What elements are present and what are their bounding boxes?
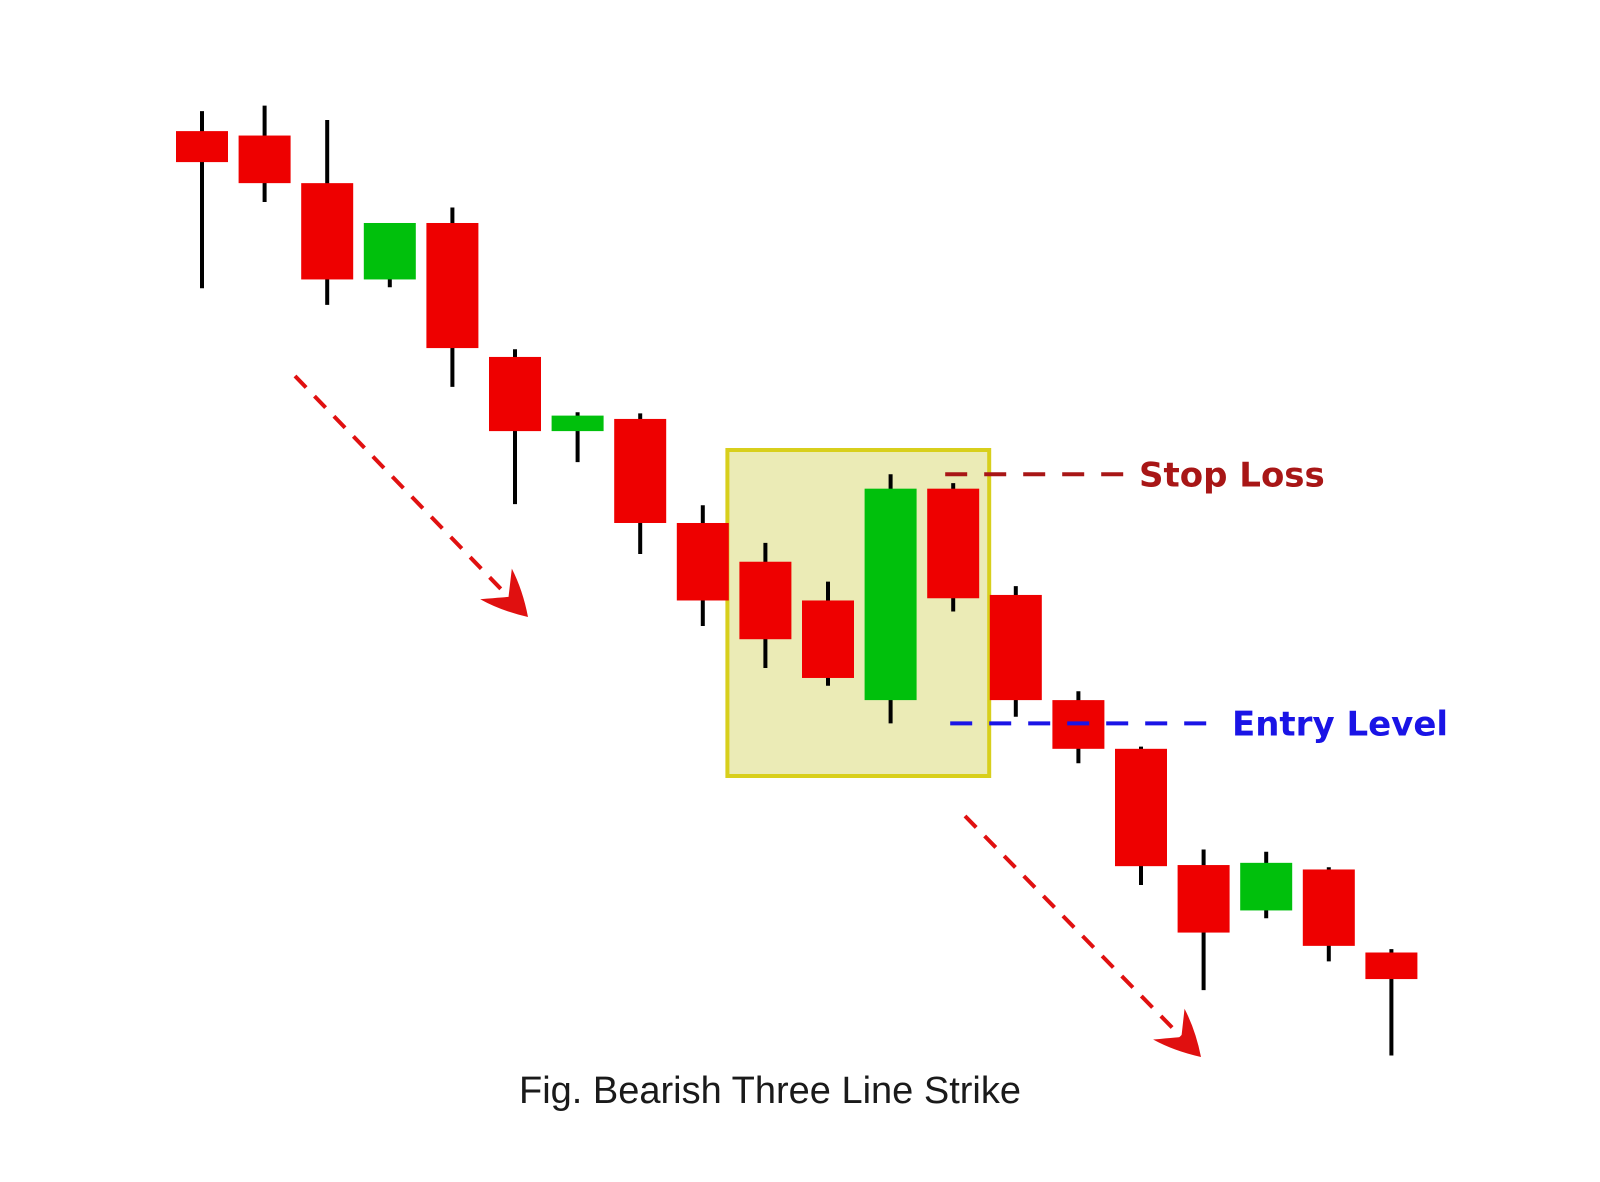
candle-body xyxy=(739,561,792,640)
candle-body xyxy=(489,356,541,432)
candle-body xyxy=(301,183,354,280)
trend-arrow-shaft xyxy=(293,374,512,600)
candle-body xyxy=(676,522,729,601)
candle-body xyxy=(551,415,604,432)
stop-loss-label: Stop Loss xyxy=(1139,455,1325,495)
candle-body xyxy=(1365,952,1418,980)
candle-19 xyxy=(1302,867,1355,962)
candle-10 xyxy=(739,542,792,669)
entry-level-label: Entry Level xyxy=(1232,704,1448,744)
candle-body xyxy=(238,135,291,184)
candle-6 xyxy=(489,349,541,505)
candle-16 xyxy=(1115,746,1167,885)
trend-arrow-head xyxy=(1153,1008,1201,1057)
trend-arrows xyxy=(293,374,1201,1057)
candle-body xyxy=(1302,869,1355,946)
candle-body xyxy=(426,222,479,349)
candle-13 xyxy=(927,483,980,612)
candle-body xyxy=(802,600,854,678)
candle-body xyxy=(1240,862,1293,911)
candle-18 xyxy=(1240,851,1293,919)
candle-3 xyxy=(301,120,354,305)
candle-17 xyxy=(1177,849,1230,991)
candle-body xyxy=(363,222,416,280)
figure-caption: Fig. Bearish Three Line Strike xyxy=(519,1070,1021,1112)
candle-5 xyxy=(426,207,479,387)
candle-11 xyxy=(802,581,854,686)
trend-arrow-shaft xyxy=(963,814,1185,1040)
candles-group xyxy=(176,105,1418,1056)
levels-group xyxy=(945,472,1215,726)
candle-15 xyxy=(1052,691,1105,764)
candle-14 xyxy=(989,586,1042,717)
candle-body xyxy=(1177,865,1230,933)
candle-4 xyxy=(363,222,416,288)
candle-body xyxy=(864,488,917,701)
candle-body xyxy=(614,418,667,523)
trend-arrow-head xyxy=(480,568,528,617)
candle-8 xyxy=(614,413,667,554)
candle-1 xyxy=(176,111,228,289)
candle-9 xyxy=(676,505,729,626)
candle-body xyxy=(989,594,1042,701)
candle-body xyxy=(927,488,980,599)
candle-2 xyxy=(238,105,291,202)
trend-arrow-1 xyxy=(293,374,528,617)
candle-12 xyxy=(864,474,917,724)
trend-arrow-2 xyxy=(963,814,1201,1057)
candle-body xyxy=(176,131,228,163)
candle-7 xyxy=(551,412,604,463)
candle-20 xyxy=(1365,949,1418,1056)
candle-body xyxy=(1115,748,1167,867)
